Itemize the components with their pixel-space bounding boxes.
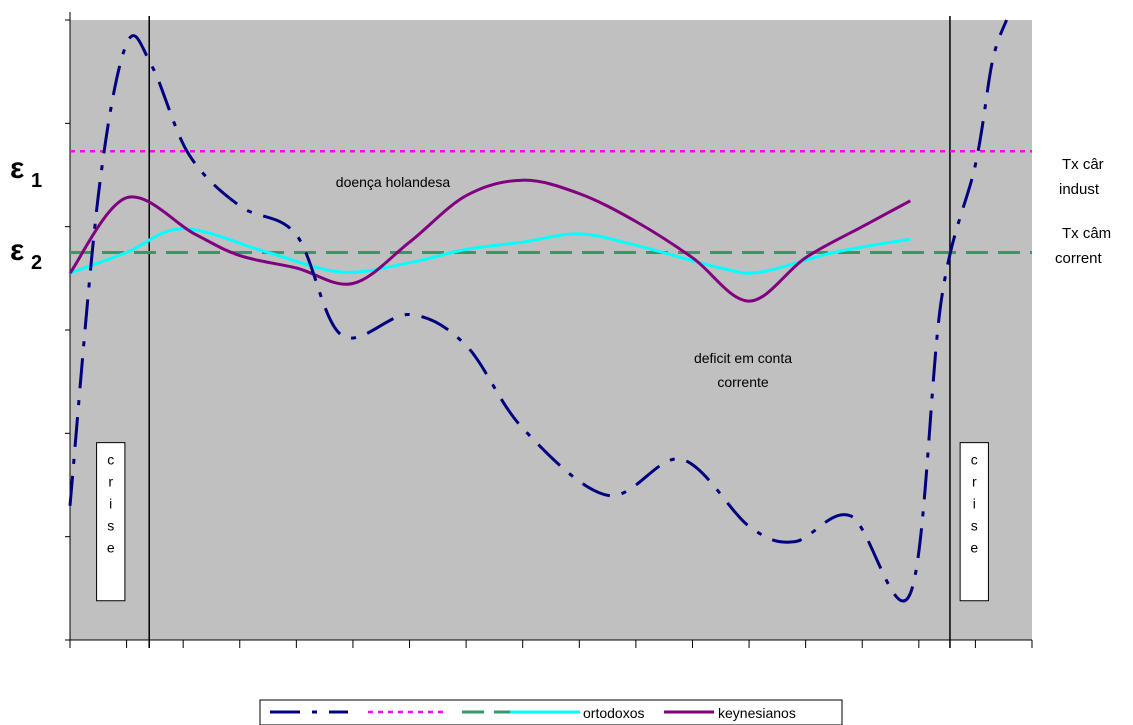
crise-box-left <box>96 442 126 602</box>
epsilon-2-symbol: ε <box>10 234 24 267</box>
legend-label-ortodoxos: ortodoxos <box>583 705 644 721</box>
annotation-deficit-line2: corrente <box>717 374 769 390</box>
annotation-deficit-line1: deficit em conta <box>694 350 792 366</box>
legend-label-keynesianos: keynesianos <box>718 705 796 721</box>
crise-box-right-letter: r <box>972 474 977 490</box>
plot-area <box>70 20 1032 640</box>
crise-box-right-letter: s <box>971 518 978 534</box>
epsilon-1-subscript: 1 <box>31 170 42 192</box>
series-line-4 <box>68 178 912 303</box>
crise-box-left-letter: e <box>107 540 115 556</box>
annotation-tx-cambio-industrial-line1: Tx câr <box>1062 156 1104 173</box>
annotation-doenca-holandesa: doença holandesa <box>336 174 451 190</box>
crise-box-right <box>959 442 989 602</box>
crise-box-left-letter: c <box>107 452 114 468</box>
annotation-tx-cambio-corrente-line1: Tx câm <box>1062 225 1111 242</box>
crise-box-right-letter: i <box>973 496 976 512</box>
crise-box-left-letter: r <box>108 474 113 490</box>
crise-box-left-letter: s <box>107 518 114 534</box>
annotation-tx-cambio-industrial-line2: indust <box>1059 181 1100 198</box>
series-line-3 <box>69 227 911 275</box>
annotation-tx-cambio-corrente-line2: corrent <box>1055 250 1103 267</box>
crise-box-left-letter: i <box>109 496 112 512</box>
crise-box-right-letter: e <box>970 540 978 556</box>
epsilon-1-symbol: ε <box>10 152 24 185</box>
crise-box-right-letter: c <box>971 452 978 468</box>
epsilon-1-label: ε 1 <box>10 152 42 192</box>
legend: ortodoxos keynesianos <box>259 699 843 725</box>
epsilon-2-subscript: 2 <box>31 252 42 274</box>
epsilon-2-label: ε 2 <box>10 234 42 274</box>
